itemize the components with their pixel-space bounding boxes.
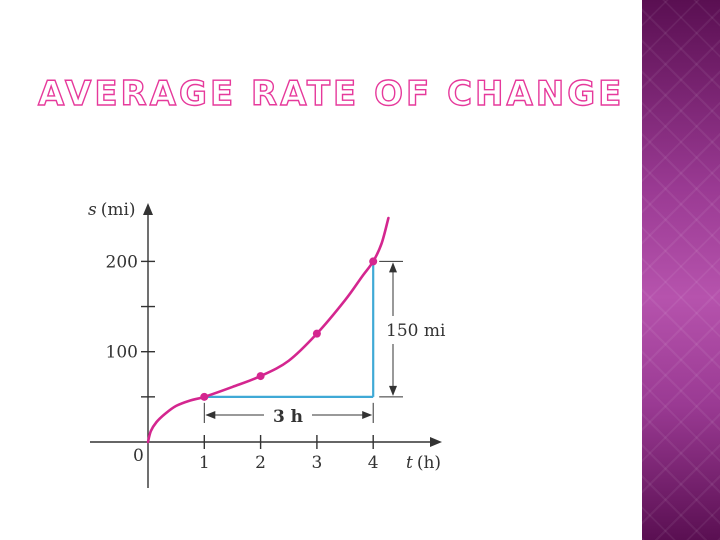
data-point-t1 [200,392,209,401]
x-axis-variable: t [406,453,413,473]
rise-dim-arrow-bottom [389,385,397,396]
y-axis-arrow [143,203,153,215]
rise-dim-arrow-top [389,262,397,273]
data-point-t2 [256,372,265,381]
x-tick-label-3: 3 [311,453,322,473]
x-tick-label-4: 4 [368,453,379,473]
run-label: 3 h [273,407,303,427]
y-axis-label: s (mi) [88,200,136,220]
rise-label: 150 mi [386,321,446,341]
x-axis-arrow [430,437,442,447]
x-axis-label: t (h) [406,453,441,473]
run-dim-arrow-left [205,411,216,419]
data-point-t4 [369,257,378,266]
distance-time-chart: 1 2 3 4 100 200 3 h 150 mi s (mi) t (h) 0 [88,200,446,488]
distance-curve [146,216,390,444]
decorative-side-panel [642,0,720,540]
origin-label: 0 [133,446,144,466]
y-tick-label-100: 100 [106,343,138,363]
run-dim-arrow-right [362,411,373,419]
y-tick-label-200: 200 [106,252,138,272]
slide-title: AVERAGE RATE OF CHANGE [37,73,625,114]
data-point-t3 [312,329,321,338]
y-axis-variable: s [88,200,97,220]
x-tick-label-2: 2 [255,453,266,473]
x-tick-label-1: 1 [199,453,210,473]
y-axis-unit: (mi) [101,200,136,220]
x-axis-unit: (h) [417,453,441,473]
